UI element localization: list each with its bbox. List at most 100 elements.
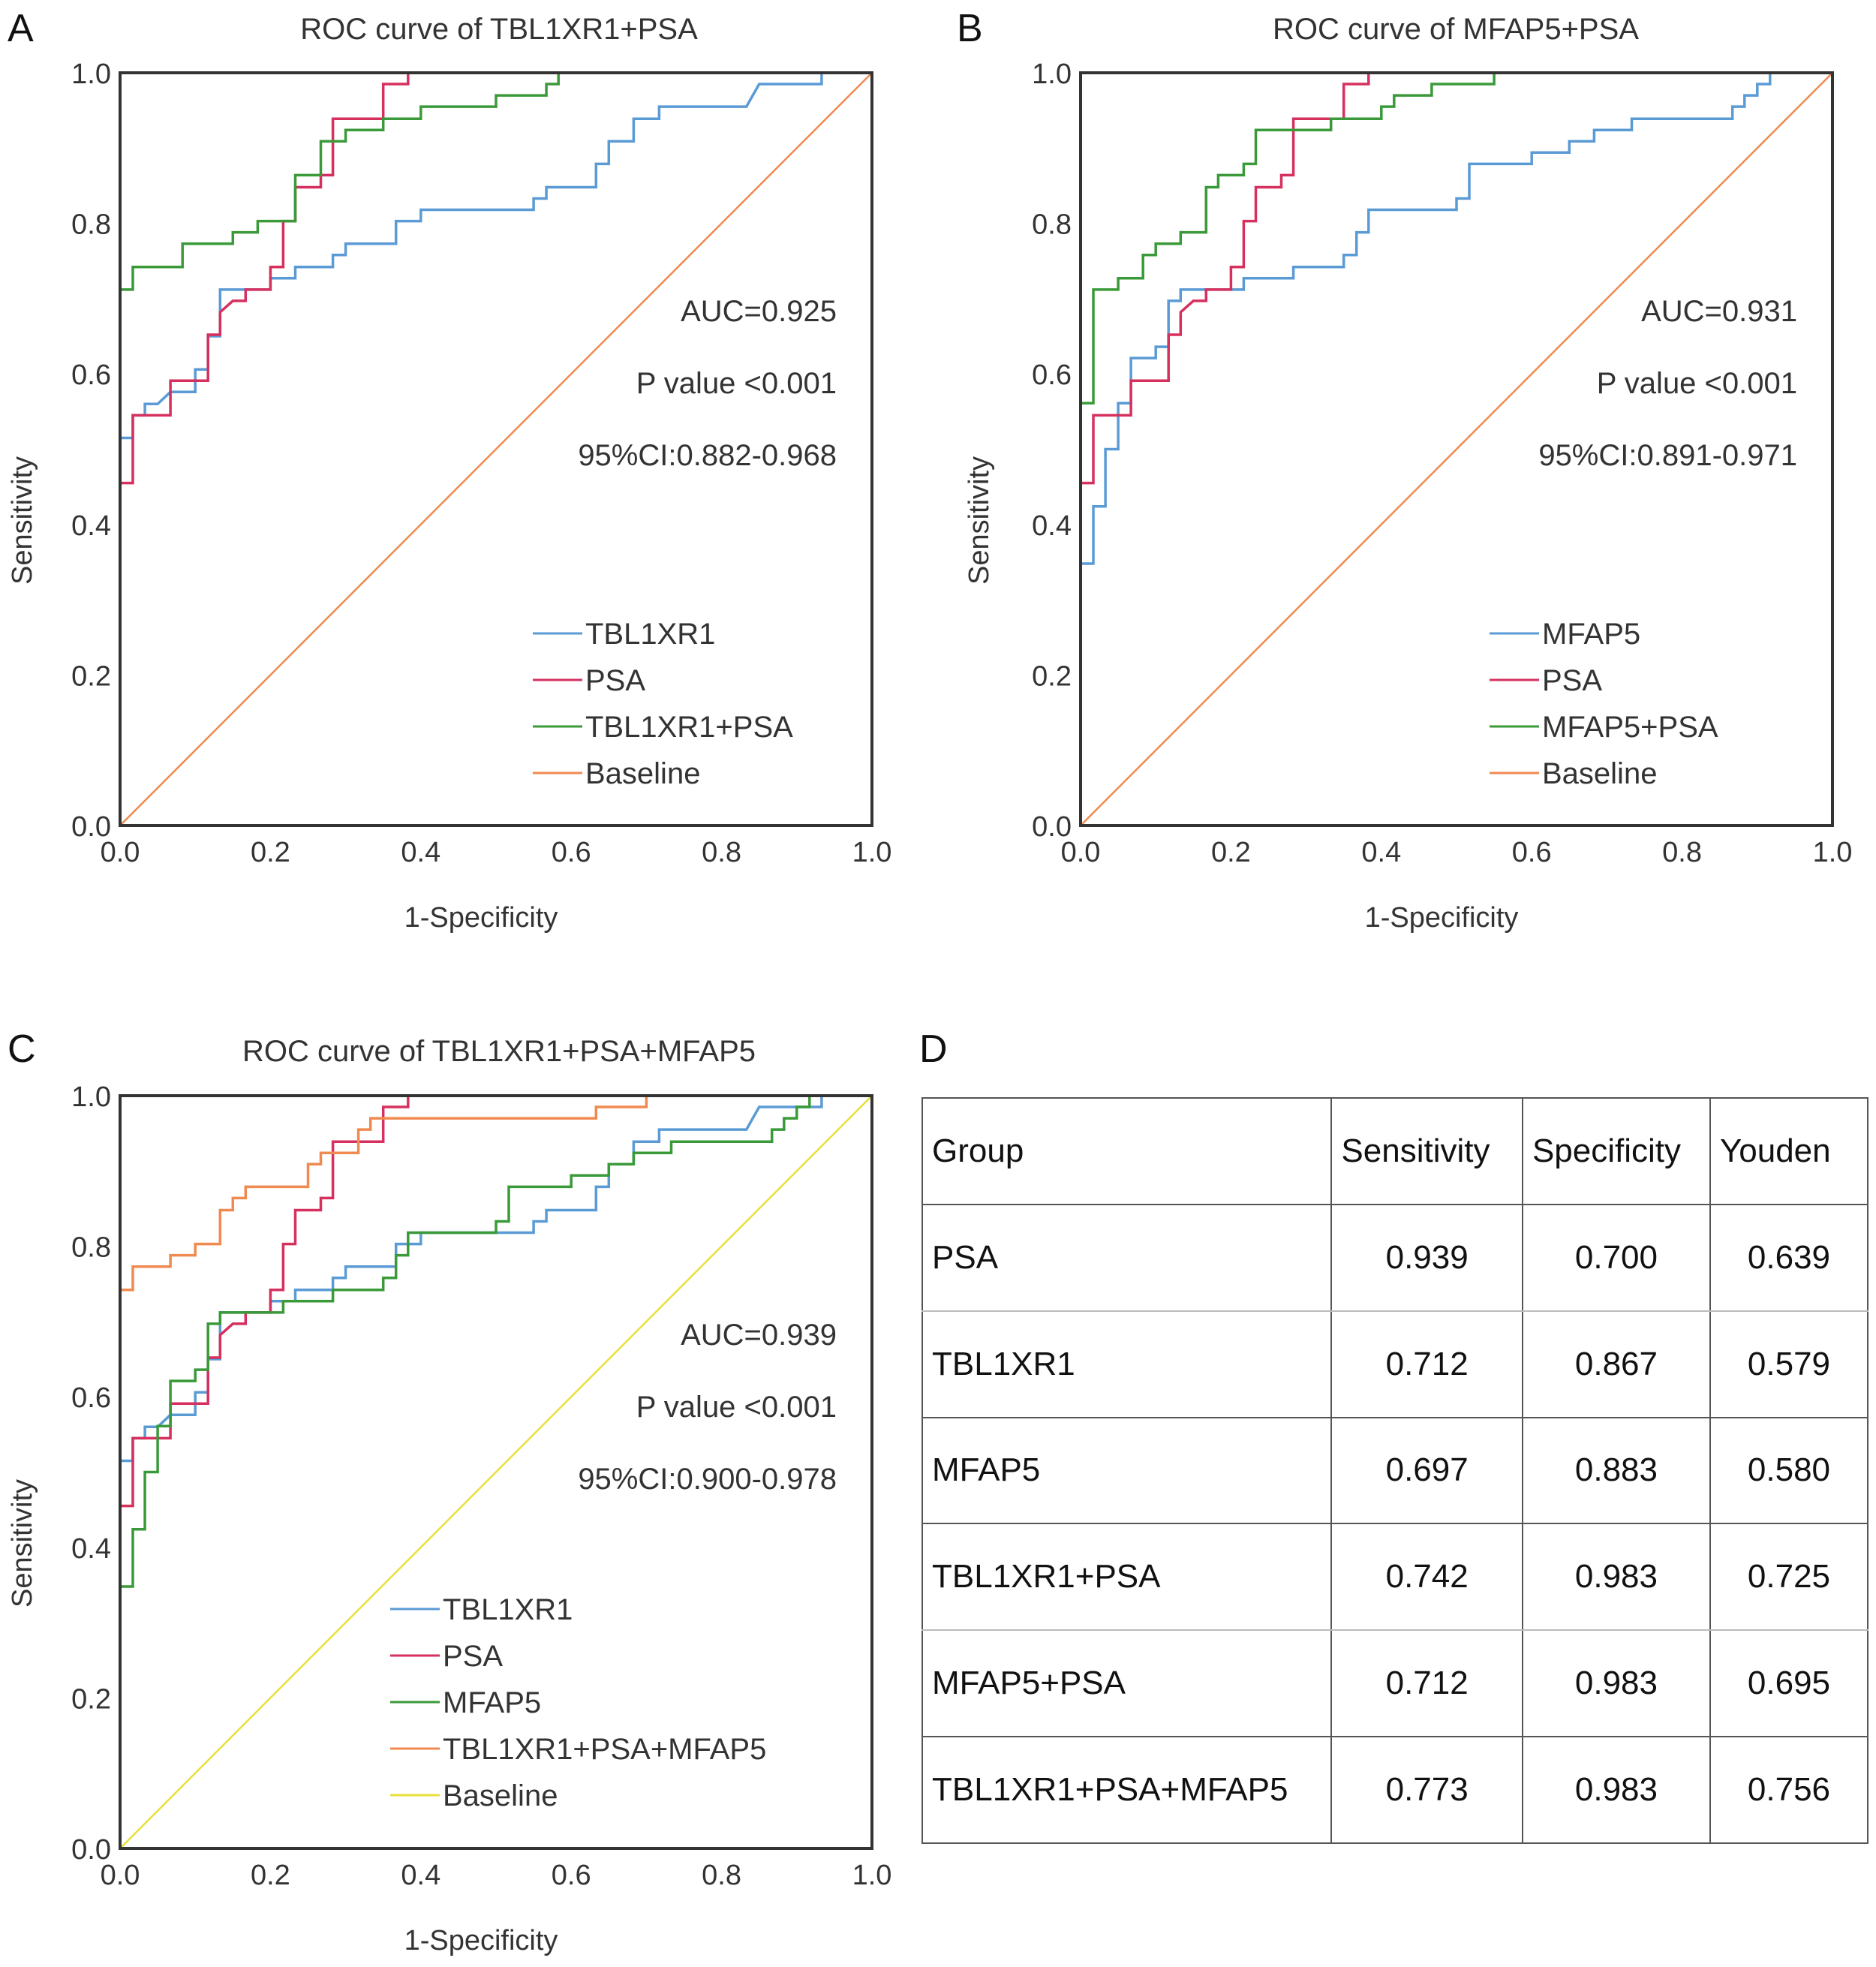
- y-tick-label: 0.2: [1032, 660, 1072, 692]
- x-tick-label: 0.0: [101, 1860, 140, 1891]
- table-group-cell: MFAP5+PSA: [921, 1629, 1333, 1738]
- table-row: TBL1XR1+PSA+MFAP5 0.773 0.983 0.756: [921, 1736, 1869, 1844]
- roc-curve-psa: [1079, 71, 1832, 826]
- roc-chart-b: ROC curve of MFAP5+PSA 0.0 0.2 0.4 0.6 0.8 1.0…: [964, 13, 1852, 934]
- x-tick-label: 0.2: [251, 1860, 290, 1891]
- y-tick-label: 0.6: [71, 359, 111, 391]
- table-row: TBL1XR1 0.712 0.867 0.579: [921, 1310, 1869, 1418]
- table-row: PSA 0.939 0.700 0.639: [921, 1203, 1869, 1312]
- legend-label: TBL1XR1: [585, 618, 715, 651]
- table-group-cell: TBL1XR1+PSA: [921, 1523, 1333, 1632]
- y-tick-label: 0.4: [71, 1533, 111, 1565]
- roc-curve-tbl1xr1-psa-mfap5: [119, 1094, 872, 1848]
- stat-annotation: 95%CI:0.891-0.971: [1538, 439, 1797, 472]
- plot-frame: [119, 1094, 873, 1850]
- chart-title: ROC curve of MFAP5+PSA: [1273, 13, 1639, 46]
- x-tick-label: 0.8: [1662, 837, 1702, 868]
- y-tick-label: 0.6: [1032, 359, 1072, 391]
- metrics-table: Group Sensitivity Specificity Youden PSA 0.93…: [921, 1097, 1869, 1844]
- legend-label: PSA: [443, 1640, 503, 1673]
- table-value-cell: 0.983: [1521, 1629, 1711, 1738]
- table-header-cell: Sensitivity: [1330, 1097, 1523, 1205]
- roc-curve-mfap5: [119, 1094, 872, 1848]
- y-tick-label: 1.0: [71, 59, 111, 90]
- x-tick-label: 1.0: [852, 1860, 892, 1891]
- x-tick-label: 0.4: [401, 837, 440, 868]
- x-axis-label: 1-Specificity: [1365, 902, 1519, 934]
- table-value-cell: 0.579: [1709, 1310, 1869, 1418]
- roc-chart-a: ROC curve of TBL1XR1+PSA 0.0 0.2 0.4 0.6 0.8 1…: [7, 13, 892, 934]
- y-tick-label: 0.4: [71, 510, 111, 542]
- legend-label: PSA: [1542, 664, 1602, 697]
- roc-curve-baseline: [119, 1095, 873, 1849]
- x-tick-label: 0.6: [552, 837, 591, 868]
- panel-letter-b: B: [957, 7, 983, 50]
- y-tick-label: 0.6: [71, 1382, 111, 1414]
- roc-curve-tbl1xr1: [119, 1094, 872, 1848]
- x-axis-label: 1-Specificity: [404, 1925, 558, 1956]
- roc-curve-baseline: [119, 72, 873, 826]
- roc-curve-psa: [119, 71, 872, 826]
- stat-annotation: AUC=0.931: [1641, 295, 1797, 328]
- y-tick-label: 1.0: [71, 1081, 111, 1113]
- table-value-cell: 0.725: [1709, 1523, 1869, 1632]
- legend-label: Baseline: [443, 1779, 558, 1812]
- x-tick-label: 0.6: [1512, 837, 1552, 868]
- table-value-cell: 0.883: [1521, 1416, 1711, 1525]
- panel-letter-a: A: [8, 7, 34, 50]
- table-group-cell: MFAP5: [921, 1416, 1333, 1525]
- table-value-cell: 0.983: [1521, 1736, 1711, 1844]
- table-value-cell: 0.700: [1521, 1203, 1711, 1312]
- table-header-cell: Youden: [1709, 1097, 1869, 1205]
- stat-annotation: 95%CI:0.900-0.978: [578, 1463, 837, 1496]
- table-row: TBL1XR1+PSA 0.742 0.983 0.725: [921, 1523, 1869, 1632]
- table-value-cell: 0.639: [1709, 1203, 1869, 1312]
- table-value-cell: 0.756: [1709, 1736, 1869, 1844]
- x-tick-label: 1.0: [852, 837, 892, 868]
- panel-letter-c: C: [8, 1027, 36, 1071]
- x-tick-label: 0.0: [1061, 837, 1101, 868]
- y-tick-label: 0.8: [1032, 209, 1072, 241]
- x-tick-label: 0.0: [101, 837, 140, 868]
- x-tick-label: 0.8: [702, 837, 741, 868]
- plot-frame: [1079, 71, 1834, 827]
- table-value-cell: 0.939: [1330, 1203, 1523, 1312]
- plot-frame: [119, 71, 873, 827]
- table-value-cell: 0.712: [1330, 1310, 1523, 1418]
- stat-annotation: AUC=0.925: [681, 295, 837, 328]
- y-tick-label: 0.4: [1032, 510, 1072, 542]
- table-group-cell: TBL1XR1: [921, 1310, 1333, 1418]
- table-row: MFAP5+PSA 0.712 0.983 0.695: [921, 1629, 1869, 1738]
- roc-curve-mfap5-psa: [1079, 71, 1832, 826]
- x-tick-label: 0.4: [401, 1860, 440, 1891]
- table-value-cell: 0.983: [1521, 1523, 1711, 1632]
- table-value-cell: 0.697: [1330, 1416, 1523, 1525]
- legend-label: TBL1XR1: [443, 1593, 573, 1626]
- legend-label: MFAP5: [443, 1686, 541, 1719]
- y-tick-label: 0.0: [71, 1834, 111, 1866]
- roc-curve-mfap5: [1079, 71, 1832, 826]
- y-axis-label: Sensitivity: [7, 1479, 38, 1608]
- y-axis-label: Sensitivity: [964, 456, 995, 585]
- legend-label: Baseline: [585, 757, 700, 790]
- chart-title: ROC curve of TBL1XR1+PSA+MFAP5: [242, 1035, 756, 1068]
- table-group-cell: TBL1XR1+PSA+MFAP5: [921, 1736, 1333, 1844]
- y-tick-label: 0.8: [71, 209, 111, 241]
- legend-label: Baseline: [1542, 757, 1657, 790]
- x-tick-label: 0.2: [251, 837, 290, 868]
- table-value-cell: 0.580: [1709, 1416, 1869, 1525]
- x-tick-label: 0.2: [1211, 837, 1251, 868]
- roc-curve-baseline: [1080, 72, 1833, 826]
- y-tick-label: 1.0: [1032, 59, 1072, 90]
- y-tick-label: 0.0: [71, 811, 111, 843]
- table-header-cell: Specificity: [1521, 1097, 1711, 1205]
- y-tick-label: 0.0: [1032, 811, 1072, 843]
- table-row: MFAP5 0.697 0.883 0.580: [921, 1416, 1869, 1525]
- stat-annotation: P value <0.001: [636, 1391, 837, 1424]
- table-group-cell: PSA: [921, 1203, 1333, 1312]
- y-tick-label: 0.8: [71, 1232, 111, 1264]
- stat-annotation: P value <0.001: [636, 367, 837, 400]
- stat-annotation: AUC=0.939: [681, 1319, 837, 1352]
- legend-label: PSA: [585, 664, 645, 697]
- legend-label: MFAP5: [1542, 618, 1640, 651]
